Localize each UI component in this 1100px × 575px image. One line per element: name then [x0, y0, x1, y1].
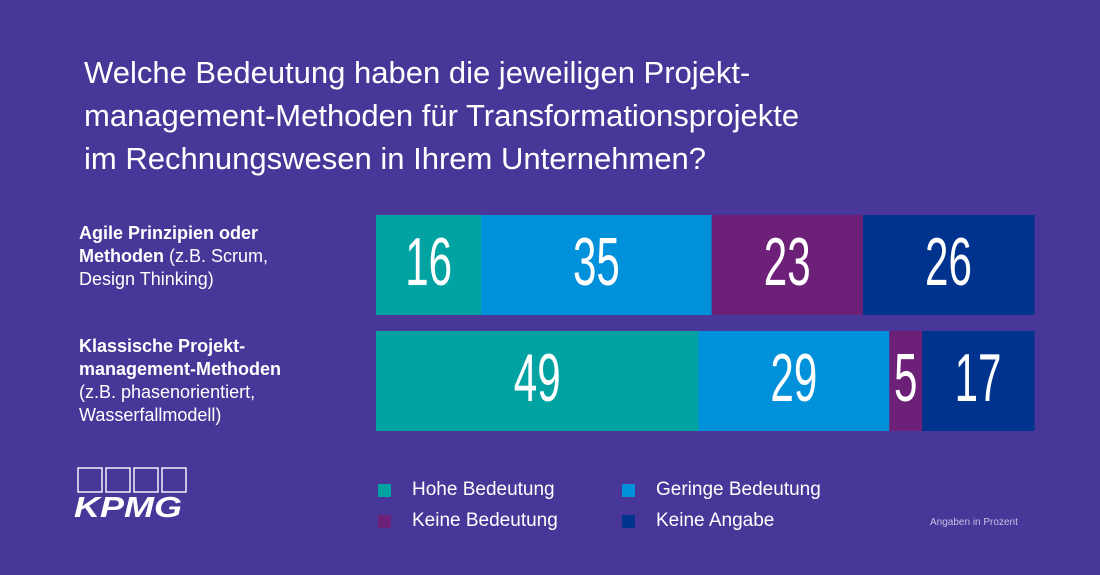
bar-value-label: 35 [573, 224, 620, 300]
bar-value-label: 49 [514, 340, 561, 416]
bar-value-label: 26 [925, 224, 972, 300]
row-label-agile: Agile Prinzipien oder Methoden (z.B. Scr… [79, 222, 369, 291]
legend-label: Geringe Bedeutung [656, 479, 821, 500]
legend-label: Hohe Bedeutung [412, 479, 555, 500]
bar-segment [376, 331, 699, 431]
logo-text: KPMG [74, 492, 182, 524]
bar-segment [376, 215, 482, 315]
legend-swatch [378, 483, 391, 497]
row-label-detail: (z.B. Scrum, [164, 246, 269, 266]
chart-title: Welche Bedeutung haben die jeweiligen Pr… [84, 51, 984, 180]
row-label-detail: Design Thinking) [79, 269, 214, 289]
bar-value-label: 5 [894, 340, 917, 416]
legend-item-hohe: Hohe Bedeutung [378, 479, 555, 501]
bar-segment [862, 215, 1035, 315]
bar-value-label: 29 [770, 340, 817, 416]
row-label-bold: Methoden [79, 246, 164, 266]
bar-value-label: 16 [405, 224, 452, 300]
title-line: im Rechnungswesen in Ihrem Unternehmen? [84, 141, 707, 176]
legend-label: Keine Angabe [656, 510, 775, 531]
legend-swatch [378, 514, 391, 528]
row-label-bold: Agile Prinzipien oder [79, 223, 259, 243]
title-line: management-Methoden für Transformationsp… [84, 98, 800, 133]
bar-segment [698, 331, 890, 431]
row-label-detail: (z.B. phasenorientiert, [79, 382, 256, 402]
title-line: Welche Bedeutung haben die jeweiligen Pr… [84, 55, 751, 90]
bar-segment [711, 215, 864, 315]
bar-value-label: 23 [764, 224, 811, 300]
row-label-bold: Klassische Projekt- [79, 336, 246, 356]
bar-segment [922, 331, 1035, 431]
legend-label: Keine Bedeutung [412, 510, 558, 531]
legend-item-keine-angabe: Keine Angabe [622, 510, 774, 532]
row-label-bold: management-Methoden [79, 359, 282, 379]
bar-segment [889, 331, 923, 431]
legend-item-keine-bedeutung: Keine Bedeutung [378, 510, 558, 532]
legend-swatch [622, 483, 635, 497]
row-label-detail: Wasserfallmodell) [79, 405, 222, 425]
unit-note: Angaben in Prozent [930, 517, 1018, 528]
legend-item-geringe: Geringe Bedeutung [622, 479, 821, 501]
kpmg-logo: KPMG [74, 467, 187, 524]
bar-segment [481, 215, 713, 315]
row-label-classic: Klassische Projekt- management-Methoden … [79, 335, 369, 427]
bar-value-label: 17 [955, 340, 1002, 416]
legend-swatch [622, 514, 635, 528]
